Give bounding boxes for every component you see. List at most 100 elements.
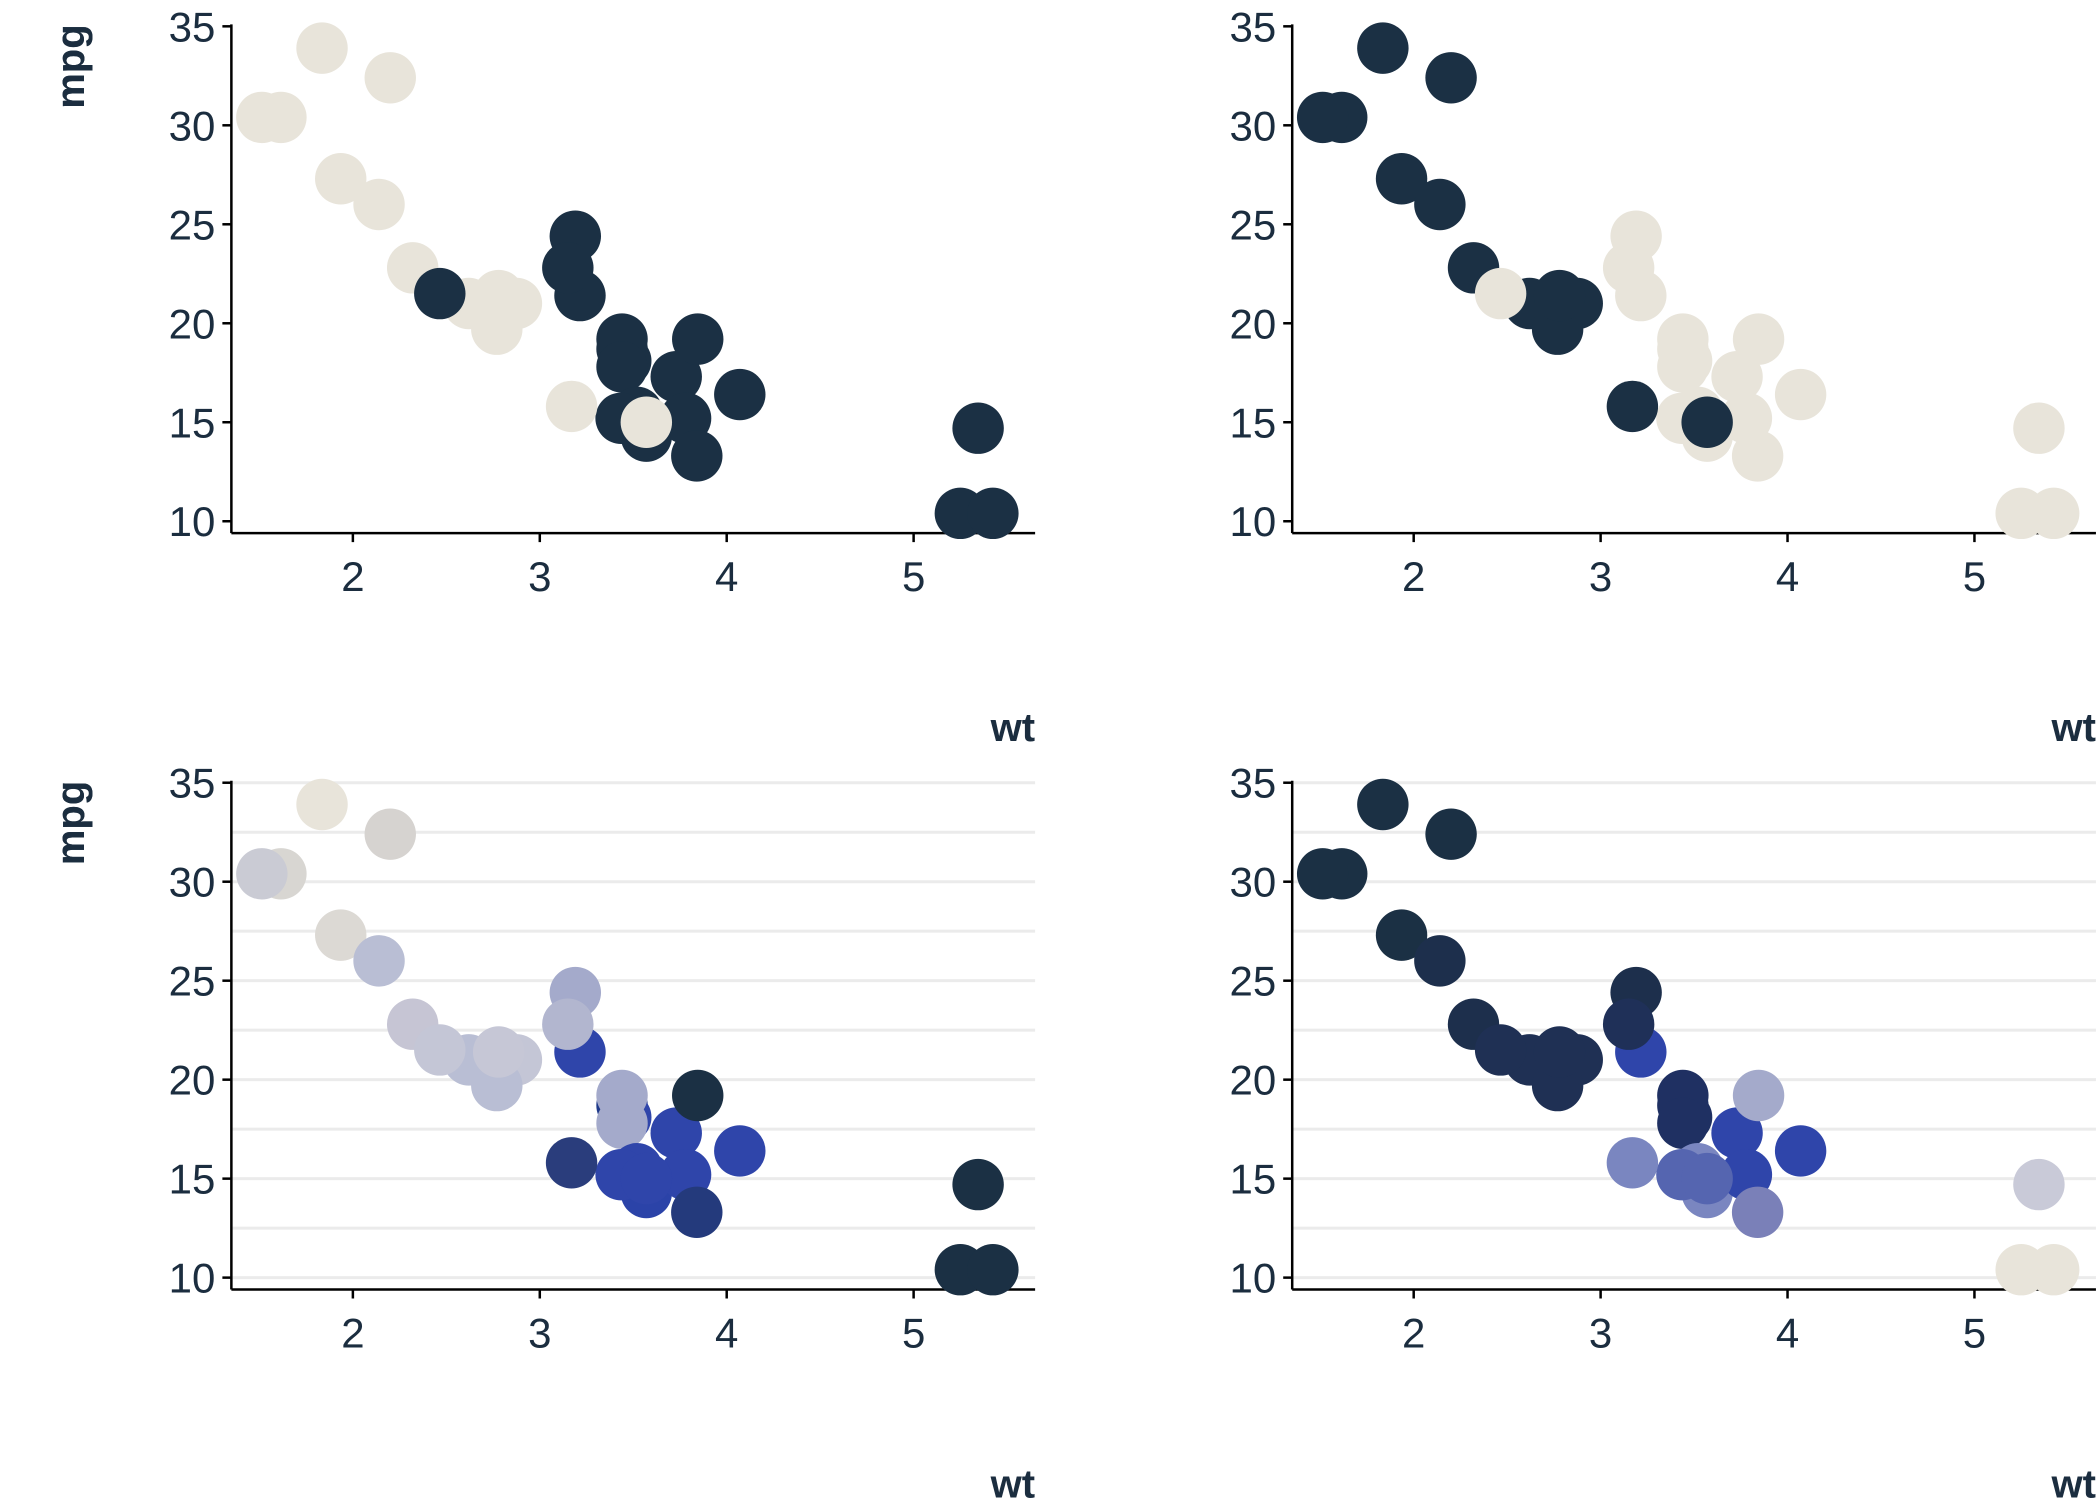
- y-tick-label: 30: [1229, 102, 1276, 149]
- x-tick-label: 3: [528, 553, 551, 600]
- y-tick-label: 10: [169, 498, 216, 545]
- data-point: [671, 1186, 723, 1239]
- data-point: [296, 778, 348, 831]
- x-axis-title: wt: [990, 706, 1035, 750]
- data-point: [315, 909, 367, 961]
- x-axis-title: wt: [2051, 1463, 2096, 1500]
- data-point: [1681, 396, 1733, 448]
- data-point: [542, 242, 594, 294]
- data-point: [1533, 269, 1586, 322]
- data-point: [952, 1158, 1004, 1211]
- data-point: [2027, 487, 2080, 540]
- data-point: [671, 430, 723, 482]
- y-tick-label: 35: [169, 760, 216, 807]
- y-tick-label: 20: [169, 1057, 216, 1104]
- data-point: [1731, 1186, 1784, 1239]
- data-point: [1296, 91, 1349, 144]
- x-tick-label: 4: [1776, 1309, 1799, 1356]
- y-tick-label: 10: [169, 1255, 216, 1302]
- x-tick-label: 2: [341, 1309, 364, 1356]
- data-point: [236, 848, 288, 900]
- data-point: [2013, 402, 2065, 454]
- data-point: [1375, 909, 1428, 961]
- panel-bottom-left: 10 15 20 25 30 35 2 3 4 5 wt mpg: [49, 760, 1036, 1500]
- data-point: [2027, 1243, 2080, 1296]
- x-tick-label: 5: [902, 1309, 925, 1356]
- y-tick-label: 25: [1229, 201, 1276, 248]
- y-tick-label: 15: [1229, 399, 1276, 446]
- data-point: [1357, 778, 1409, 831]
- y-tick-label: 20: [1229, 1057, 1276, 1104]
- y-axis-title: mpg: [49, 24, 93, 108]
- data-point: [672, 313, 724, 365]
- x-tick-label: 2: [341, 553, 364, 600]
- data-point: [967, 1243, 1019, 1296]
- data-point: [1606, 380, 1659, 433]
- data-point: [596, 1097, 648, 1149]
- data-point: [1602, 242, 1655, 294]
- data-point: [1414, 178, 1466, 231]
- data-point: [414, 267, 466, 320]
- data-point: [952, 402, 1004, 454]
- data-point: [650, 351, 702, 403]
- y-tick-label: 10: [1229, 498, 1276, 545]
- data-point: [1731, 430, 1784, 482]
- y-tick-label: 30: [169, 102, 216, 149]
- data-point: [1681, 1152, 1733, 1205]
- data-point: [353, 935, 405, 987]
- data-point: [1425, 52, 1477, 104]
- data-point: [1711, 1107, 1763, 1159]
- y-tick-label: 25: [1229, 958, 1276, 1005]
- data-point: [353, 178, 405, 231]
- data-point: [596, 341, 648, 393]
- data-point: [542, 998, 594, 1050]
- data-point: [1657, 1097, 1709, 1149]
- data-point: [236, 91, 288, 144]
- data-point: [1414, 935, 1466, 987]
- y-tick-label: 25: [169, 201, 216, 248]
- data-point: [1425, 808, 1477, 860]
- y-tick-label: 30: [169, 859, 216, 906]
- data-point: [1606, 1137, 1659, 1189]
- y-tick-label: 15: [169, 1156, 216, 1203]
- data-point: [1474, 1024, 1527, 1076]
- y-tick-label: 35: [169, 3, 216, 50]
- data-point: [620, 1152, 673, 1205]
- data-point: [1732, 313, 1785, 365]
- y-tick-label: 30: [1229, 859, 1276, 906]
- data-point: [364, 52, 416, 104]
- data-point: [967, 487, 1019, 540]
- x-tick-label: 5: [902, 553, 925, 600]
- y-tick-label: 35: [1229, 760, 1276, 807]
- y-tick-label: 15: [1229, 1156, 1276, 1203]
- x-tick-label: 2: [1402, 553, 1425, 600]
- data-point: [1533, 1026, 1586, 1078]
- data-point: [315, 153, 367, 205]
- y-tick-label: 10: [1229, 1255, 1276, 1302]
- x-tick-label: 4: [1776, 553, 1799, 600]
- data-point: [472, 269, 525, 322]
- y-tick-label: 35: [1229, 3, 1276, 50]
- data-point: [364, 808, 416, 860]
- data-point: [2013, 1158, 2065, 1211]
- data-point: [1474, 267, 1527, 320]
- y-tick-label: 20: [169, 300, 216, 347]
- y-tick-label: 25: [169, 958, 216, 1005]
- data-point: [1774, 1125, 1827, 1177]
- data-point: [1774, 368, 1827, 421]
- x-tick-label: 3: [1589, 1309, 1612, 1356]
- data-point: [414, 1024, 466, 1076]
- data-point: [1732, 1069, 1785, 1122]
- data-point: [620, 396, 673, 448]
- data-point: [672, 1069, 724, 1122]
- y-tick-label: 20: [1229, 300, 1276, 347]
- x-tick-label: 5: [1963, 553, 1986, 600]
- x-tick-label: 3: [528, 1309, 551, 1356]
- data-point: [296, 22, 348, 74]
- data-point: [472, 1026, 525, 1078]
- data-point: [714, 368, 766, 421]
- data-point: [545, 380, 598, 433]
